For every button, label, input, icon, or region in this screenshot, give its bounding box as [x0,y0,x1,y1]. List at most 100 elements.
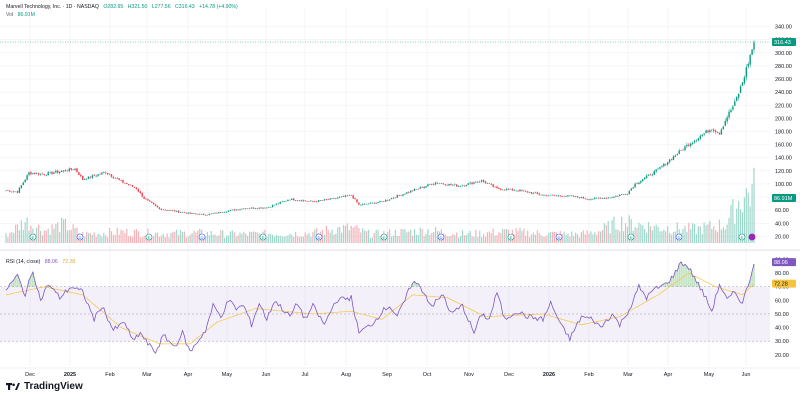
volume-bar [139,237,141,243]
volume-bar [590,231,592,243]
candle [316,201,318,203]
volume-bar [663,229,665,243]
candle [70,168,72,170]
volume-bar [653,226,655,243]
candle [199,213,201,215]
candle [287,200,289,201]
volume-bar [715,230,717,243]
volume-bar [638,222,640,243]
candle [528,192,531,193]
candle [498,187,500,189]
candle [505,188,508,190]
candle [64,170,67,172]
volume-bar [387,231,389,243]
candle [590,199,592,200]
candle [248,208,251,209]
event-marker [315,233,323,241]
volume-bar [670,234,673,243]
volume-bar [494,235,496,243]
candle [626,194,629,195]
candle [273,204,276,206]
candle [701,134,703,136]
candle [386,200,389,201]
candle [569,195,571,197]
volume-bar [331,229,333,243]
volume-bar [505,228,508,243]
candle [580,197,583,198]
candle [60,171,63,172]
volume-bar [268,234,270,243]
candle [177,210,180,213]
volume-bar [410,229,412,243]
candle [596,197,598,199]
candle [691,142,694,144]
candle [509,188,512,190]
volume-bar [686,231,688,243]
candle [442,183,444,185]
price-axis: 340.00320.00300.00280.00260.00240.00220.… [775,25,792,241]
volume-bar [484,236,487,243]
candle [563,196,565,198]
volume-bar [688,222,690,243]
rsi-axis-label: 30.00 [775,339,789,345]
candle [739,86,742,93]
candle [312,200,314,202]
candle [383,201,385,202]
volume-bar [183,231,185,243]
volume-bar [373,232,375,243]
candle [503,189,506,191]
candle [513,190,515,191]
candle [695,140,698,142]
volume-bar [450,235,452,243]
volume-bar [459,236,462,243]
volume-bar [206,231,208,243]
candle [546,195,548,196]
time-axis-label: Mar [142,372,152,378]
candle [676,154,678,156]
last-price-tag [772,38,796,47]
candle [649,174,652,176]
candle [444,184,446,186]
candle [254,208,257,209]
candle [421,187,423,188]
candle [160,208,163,210]
volume-bar [229,231,231,243]
event-marker-label: D [79,235,82,240]
candle [661,166,663,167]
candle [62,170,65,172]
price-axis-label: 220.00 [775,103,792,109]
volume-bar [435,227,437,243]
candle [145,198,147,200]
volume-bar [210,230,212,243]
volume-bar [431,233,433,243]
candle [388,199,391,201]
rsi-axis-label: 60.00 [775,298,789,304]
candle [450,183,452,185]
volume-bar [502,228,504,243]
candle [471,182,473,184]
volume-bar [398,236,400,243]
candle [486,183,489,184]
price-axis-label: 200.00 [775,116,792,122]
tradingview-logo[interactable]: TradingView [6,381,83,392]
volume-bar [651,230,653,243]
volume-bar [488,231,490,243]
candle [327,199,329,200]
event-marker [380,233,388,241]
candle [243,208,245,210]
candle [532,192,535,194]
volume-bar [599,231,602,243]
candle [496,186,498,188]
volume-bar [120,229,122,243]
candle [375,202,377,204]
rsi-header: RSI (14, close) 88.06 72.28 [6,259,78,265]
candle [239,209,241,210]
candle [492,184,494,187]
candle [540,194,542,196]
volume-bar [734,224,736,243]
candle [536,192,538,194]
volume-bar [270,234,272,243]
volume-bar [273,236,276,243]
volume-bar [504,229,506,243]
